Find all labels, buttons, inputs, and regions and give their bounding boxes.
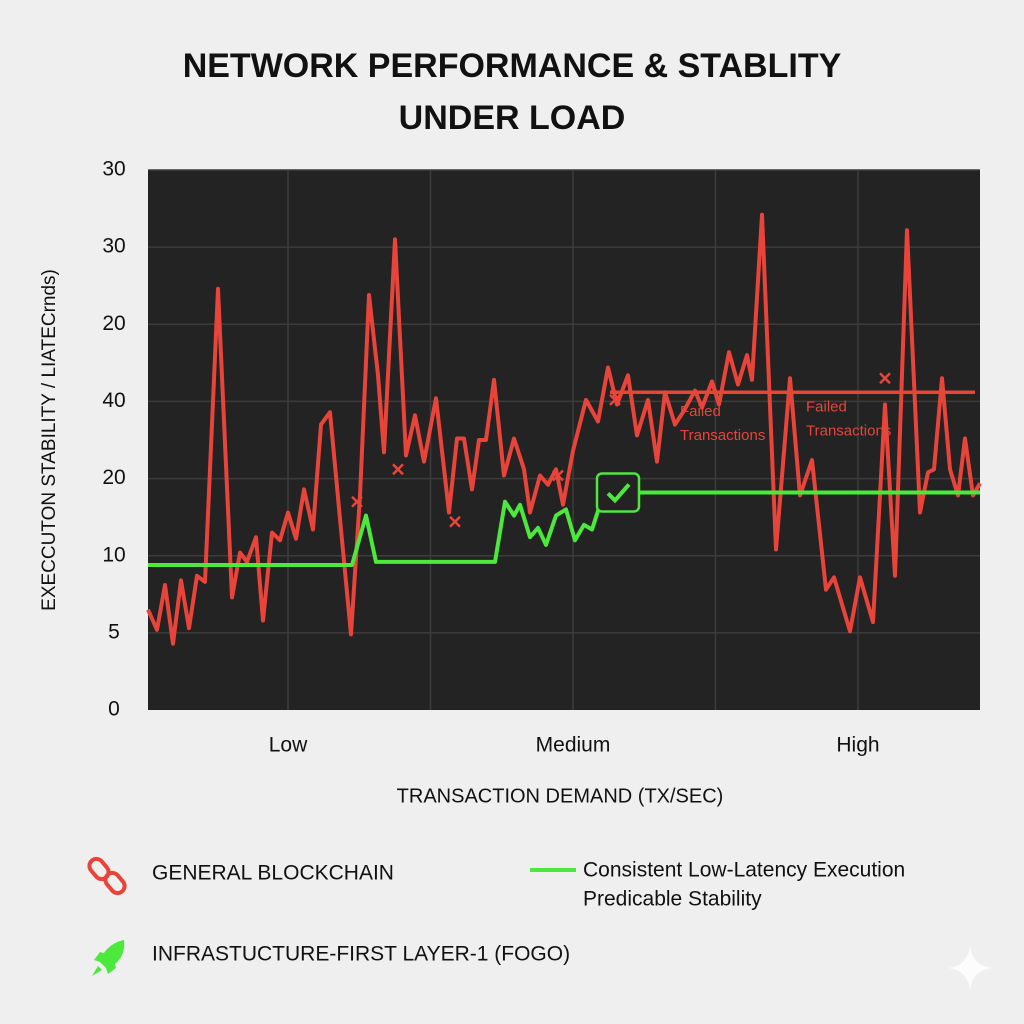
- rocket-icon: [92, 940, 125, 976]
- y-tick-label: 30: [102, 235, 125, 258]
- legend-note-text: Predicable Stability: [583, 888, 762, 911]
- y-tick-label: 40: [102, 389, 125, 412]
- marks: Failed Transactions Failed Transactions: [146, 212, 982, 646]
- failure-marker: [879, 372, 891, 385]
- grid: [148, 169, 980, 710]
- legend-label: INFRASTUCTURE-FIRST LAYER-1 (FOGO): [152, 943, 570, 966]
- y-tick-label: 20: [102, 466, 125, 489]
- y-tick-label: 0: [108, 698, 120, 721]
- legend-note: Consistent Low-Latency Execution Predicab…: [530, 859, 905, 911]
- annotation: Transactions: [806, 423, 891, 440]
- y-tick-label: 20: [102, 312, 125, 335]
- x-tick-label: Low: [269, 734, 308, 757]
- series-line: [148, 490, 980, 567]
- failure-marker: [351, 495, 363, 508]
- y-axis-title: EXECCUTON STABILITY / LIATECrnds): [39, 269, 60, 611]
- plot-area: [148, 170, 980, 710]
- failure-marker: [392, 463, 404, 476]
- y-tick-label: 30: [102, 158, 125, 181]
- check-mark: [606, 483, 631, 504]
- chain-icon: [87, 856, 127, 896]
- legend-label: GENERAL BLOCKCHAIN: [152, 862, 394, 885]
- y-tick-label: 10: [102, 543, 125, 566]
- chart-title: NETWORK PERFORMANCE & STABLITY UNDER LOA…: [182, 47, 842, 137]
- annotation: Failed: [806, 399, 847, 416]
- failure-marker: [609, 394, 621, 406]
- x-tick-label: High: [836, 734, 879, 757]
- annotation: Transactions: [680, 427, 765, 444]
- legend-note-text: Consistent Low-Latency Execution: [583, 859, 905, 882]
- x-tick-label: Medium: [536, 734, 611, 757]
- failure-marker: [552, 469, 564, 482]
- sparkle-icon: [948, 945, 992, 991]
- failure-marker: [449, 515, 461, 528]
- y-tick-label: 5: [108, 620, 120, 643]
- x-axis-title: TRANSACTION DEMAND (TX/SEC): [397, 785, 724, 807]
- annotation: Failed: [680, 403, 721, 420]
- check-box: [595, 472, 641, 513]
- series-line: [146, 212, 982, 646]
